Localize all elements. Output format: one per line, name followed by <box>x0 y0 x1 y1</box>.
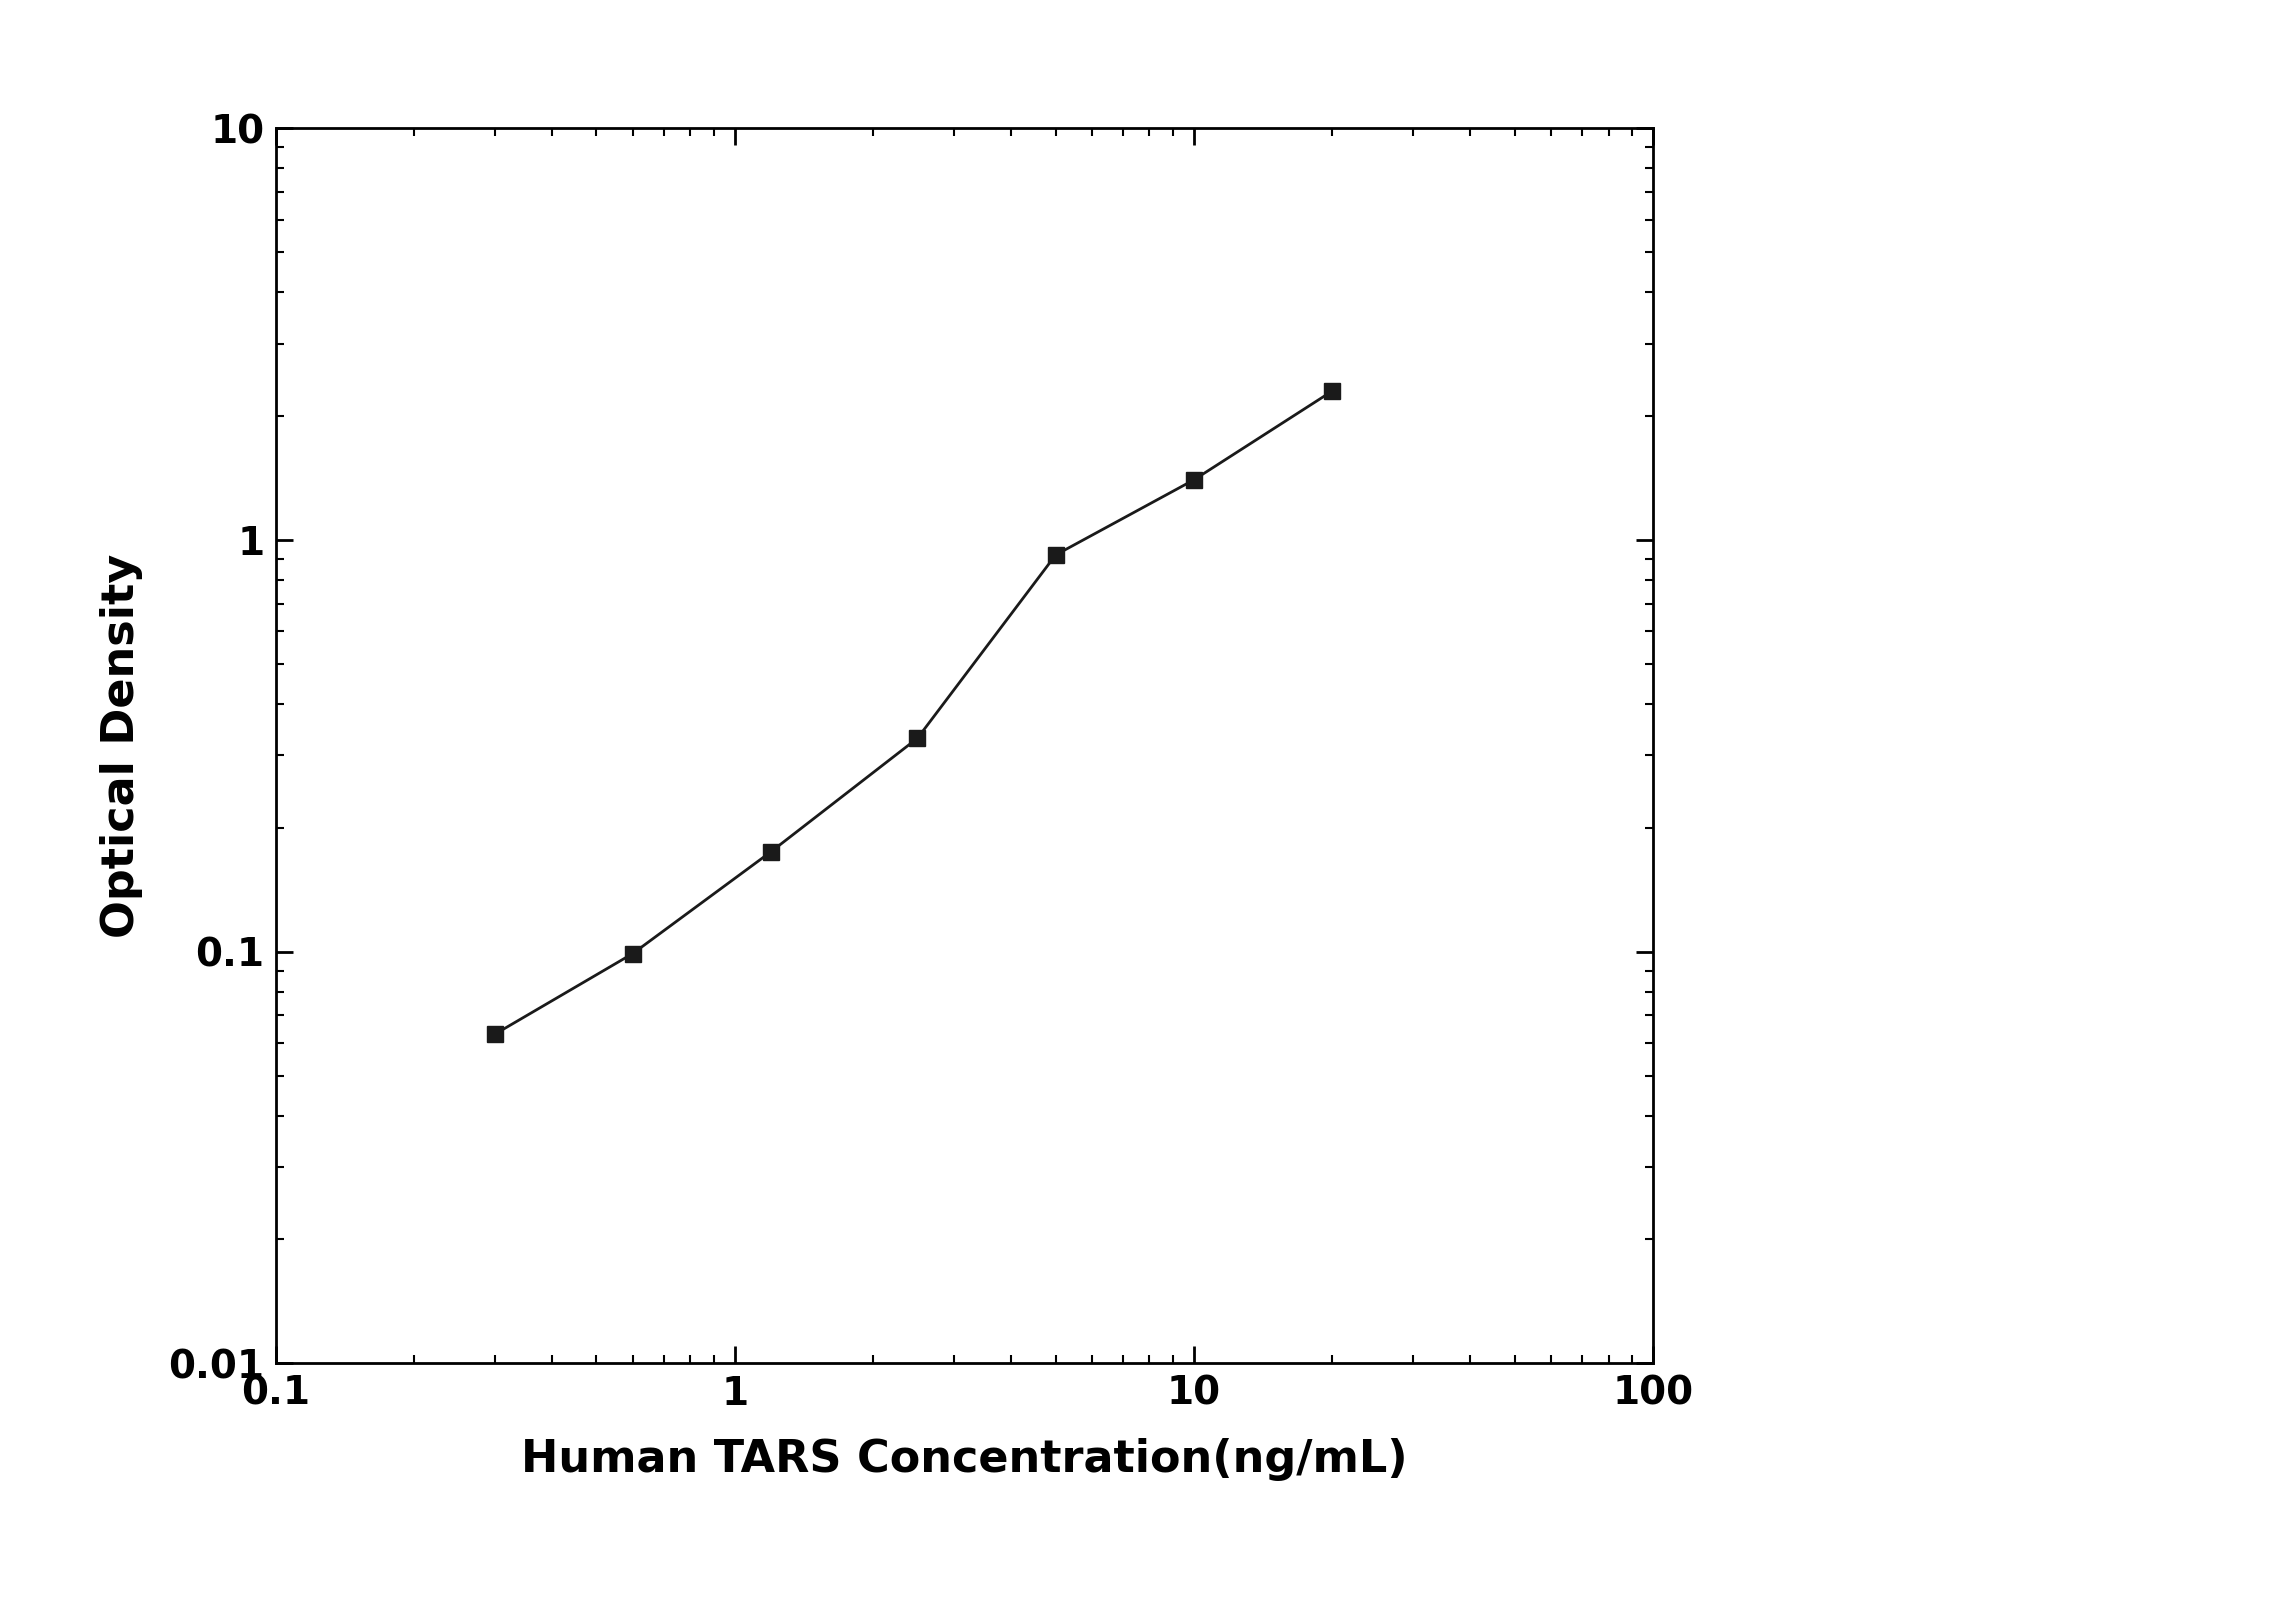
X-axis label: Human TARS Concentration(ng/mL): Human TARS Concentration(ng/mL) <box>521 1437 1407 1480</box>
Y-axis label: Optical Density: Optical Density <box>101 553 142 938</box>
